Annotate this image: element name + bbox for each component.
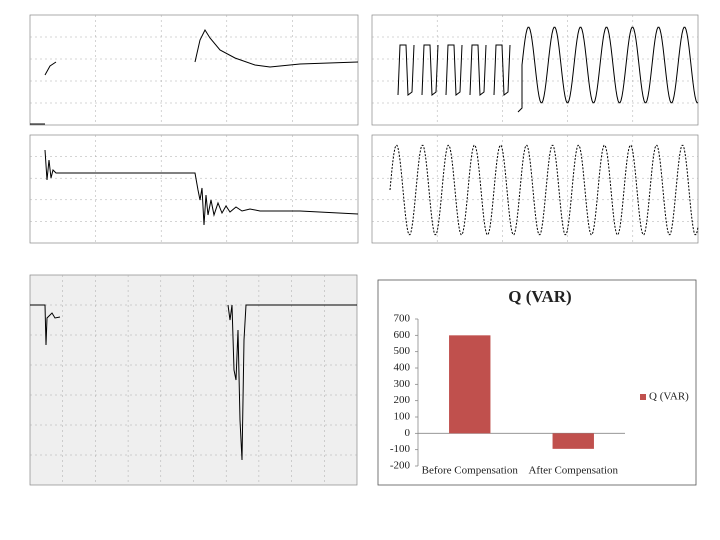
y-tick-label: 700 <box>394 313 411 325</box>
chart-title: Q (VAR) <box>508 287 571 306</box>
legend-label: Q (VAR) <box>649 391 689 403</box>
scope-frame <box>371 134 699 244</box>
y-tick-label: -200 <box>390 460 411 472</box>
waveform <box>517 26 698 113</box>
scope-panels <box>29 14 699 486</box>
y-tick-label: 400 <box>394 362 411 374</box>
y-tick-label: 600 <box>394 329 411 341</box>
bar <box>449 335 491 434</box>
scope-frame <box>371 14 699 126</box>
y-tick-label: 200 <box>394 394 411 406</box>
waveform <box>397 44 511 96</box>
bar <box>552 433 594 449</box>
x-tick-label: After Compensation <box>528 465 618 477</box>
scope-frame <box>29 14 359 126</box>
chart-frame <box>377 279 697 486</box>
waveform <box>30 304 357 461</box>
waveform <box>44 149 359 226</box>
y-tick-label: 100 <box>394 411 411 423</box>
waveform <box>389 144 699 236</box>
y-tick-label: 300 <box>394 378 411 390</box>
waveform <box>30 28 359 125</box>
y-tick-label: -100 <box>390 443 411 455</box>
legend-swatch <box>640 394 646 400</box>
x-tick-label: Before Compensation <box>422 465 519 477</box>
y-tick-label: 500 <box>394 345 411 357</box>
y-tick-label: 0 <box>405 427 411 439</box>
scope-frame <box>29 134 359 244</box>
